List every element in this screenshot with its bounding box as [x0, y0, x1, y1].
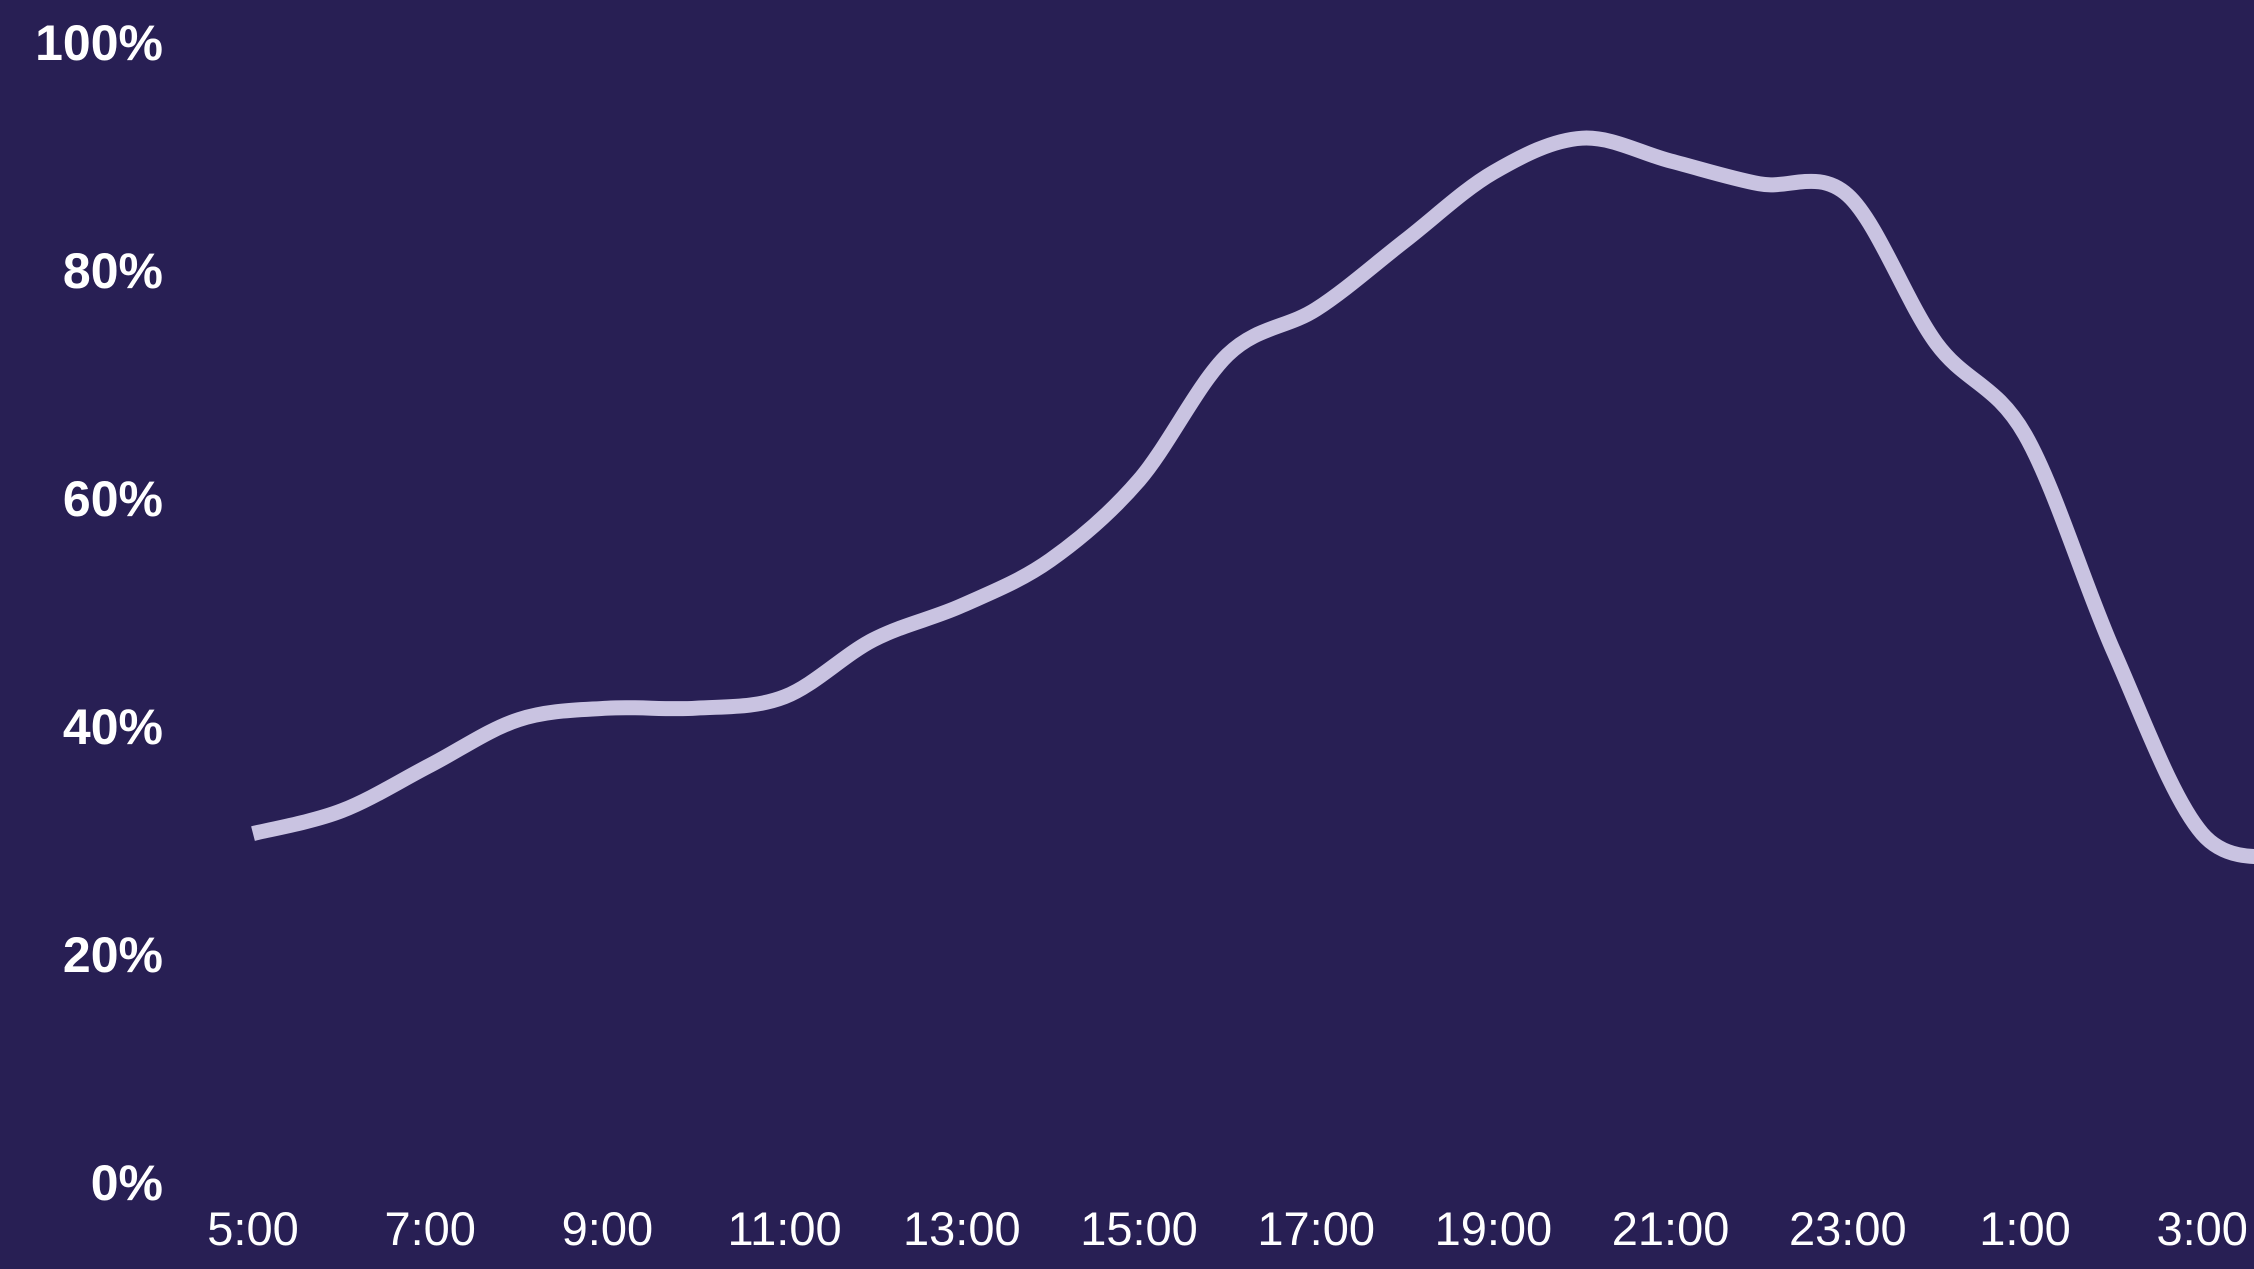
y-tick-label: 0%: [91, 1155, 163, 1211]
data-point: [2107, 644, 2121, 658]
x-tick-label: 19:00: [1435, 1202, 1553, 1255]
data-point: [512, 713, 526, 727]
x-tick-label: 5:00: [207, 1202, 298, 1255]
y-tick-label: 20%: [63, 927, 163, 983]
data-point: [778, 690, 792, 704]
data-point: [1486, 165, 1500, 179]
x-tick-label: 3:00: [2156, 1202, 2247, 1255]
x-tick-label: 1:00: [1979, 1202, 2070, 1255]
data-point: [1043, 553, 1057, 567]
data-point: [1132, 473, 1146, 487]
data-point: [2018, 428, 2032, 442]
x-tick-label: 13:00: [903, 1202, 1021, 1255]
data-point: [1664, 154, 1678, 168]
data-point: [246, 827, 260, 841]
y-tick-label: 80%: [63, 243, 163, 299]
y-axis: 0% 20% 40% 60% 80% 100%: [35, 15, 163, 1211]
data-point: [1309, 302, 1323, 316]
data-point: [2195, 827, 2209, 841]
y-tick-label: 100%: [35, 15, 163, 71]
x-tick-label: 9:00: [562, 1202, 653, 1255]
series-line: [251, 130, 2254, 864]
data-point: [1752, 177, 1766, 191]
x-axis: 5:00 7:00 9:00 11:00 13:00 15:00 17:00 19:00 21:…: [207, 1202, 2248, 1255]
x-tick-label: 7:00: [384, 1202, 475, 1255]
y-tick-label: 60%: [63, 471, 163, 527]
data-point: [1841, 188, 1855, 202]
x-tick-label: 11:00: [728, 1202, 842, 1255]
data-point: [955, 599, 969, 613]
data-point: [1221, 348, 1235, 362]
x-tick-label: 21:00: [1612, 1202, 1730, 1255]
x-tick-label: 15:00: [1080, 1202, 1198, 1255]
data-point: [335, 804, 349, 818]
x-tick-label: 17:00: [1257, 1202, 1375, 1255]
y-tick-label: 40%: [63, 699, 163, 755]
series-layer: [246, 130, 2254, 864]
data-point: [1929, 336, 1943, 350]
data-point: [423, 758, 437, 772]
data-point: [1575, 131, 1589, 145]
data-point: [600, 701, 614, 715]
x-tick-label: 23:00: [1789, 1202, 1907, 1255]
data-point: [1398, 234, 1412, 248]
data-point: [689, 701, 703, 715]
data-point: [866, 633, 880, 647]
